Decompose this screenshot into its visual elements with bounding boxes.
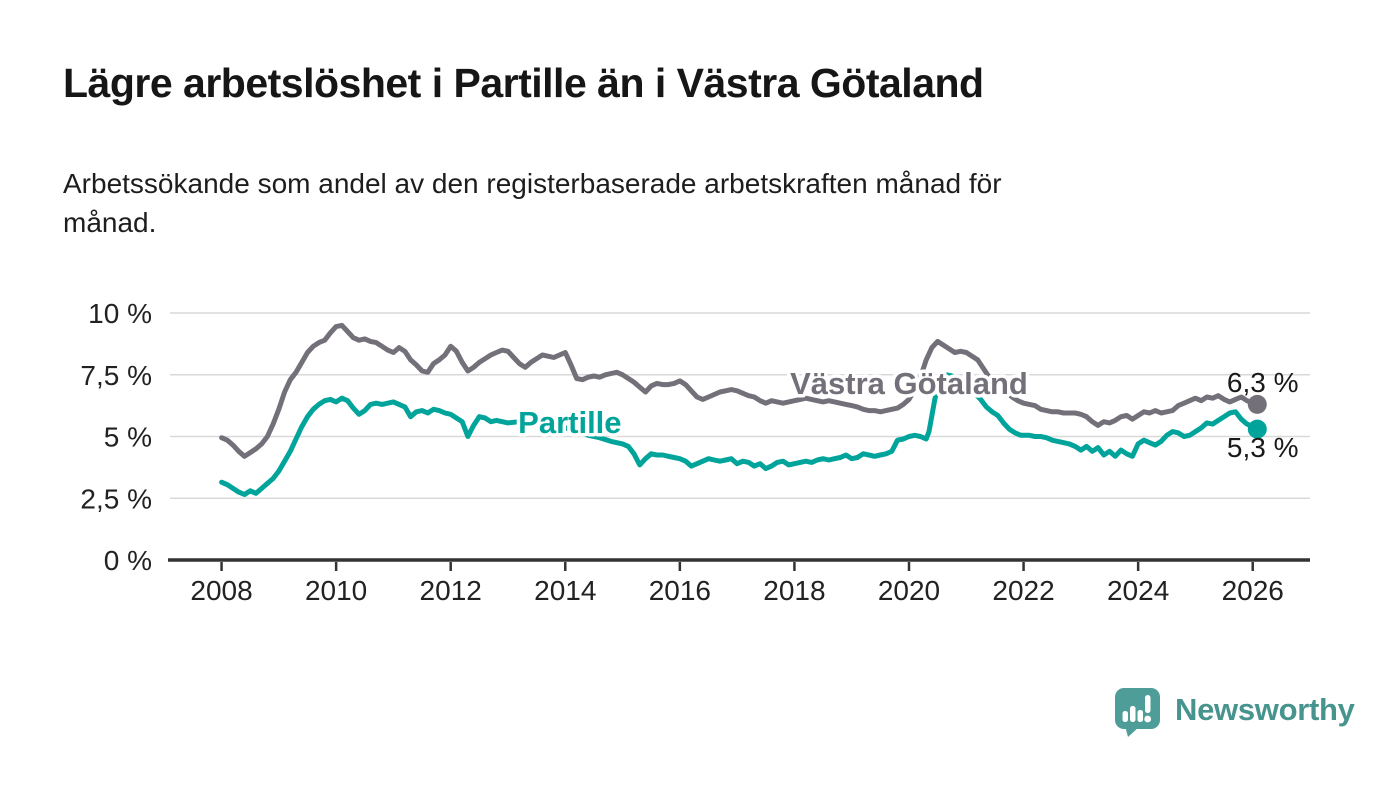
chart-subtitle-line1: Arbetssökande som andel av den registerb… [63, 168, 1002, 199]
x-axis-tick-label: 2010 [305, 575, 367, 606]
series-inline-label: Partille [518, 405, 621, 440]
x-axis-tick-label: 2024 [1107, 575, 1169, 606]
x-axis-tick-label: 2018 [763, 575, 825, 606]
y-axis-tick-label: 2,5 % [80, 483, 152, 514]
x-axis-tick-label: 2022 [992, 575, 1054, 606]
x-axis-tick-label: 2012 [420, 575, 482, 606]
brand-name: Newsworthy [1175, 692, 1355, 727]
x-axis-tick-label: 2020 [878, 575, 940, 606]
x-axis-tick-label: 2014 [534, 575, 596, 606]
y-axis-tick-label: 7,5 % [80, 360, 152, 391]
y-axis-tick-label: 5 % [104, 422, 152, 453]
series-line-v-stra-g-taland [219, 322, 1260, 459]
y-axis-tick-label: 0 % [104, 545, 152, 576]
chart-subtitle: Arbetssökande som andel av den registerb… [63, 164, 1002, 242]
series-inline-label: Västra Götaland [790, 366, 1028, 401]
series-end-dot [1247, 394, 1267, 414]
series-line-partille [219, 372, 1260, 497]
chart-subtitle-line2: månad. [63, 207, 157, 238]
series-end-value-label: 5,3 % [1227, 432, 1299, 463]
y-axis-tick-label: 10 % [88, 298, 152, 329]
newsworthy-logo-icon [1115, 688, 1160, 737]
page-title: Lägre arbetslöshet i Partille än i Västr… [63, 60, 984, 106]
newsworthy-brand: Newsworthy [1113, 686, 1355, 738]
series-end-dot [1247, 419, 1267, 439]
x-axis-tick-label: 2016 [649, 575, 711, 606]
series-end-value-label: 6,3 % [1227, 367, 1299, 398]
x-axis-tick-label: 2008 [190, 575, 252, 606]
x-axis-tick-label: 2026 [1222, 575, 1284, 606]
